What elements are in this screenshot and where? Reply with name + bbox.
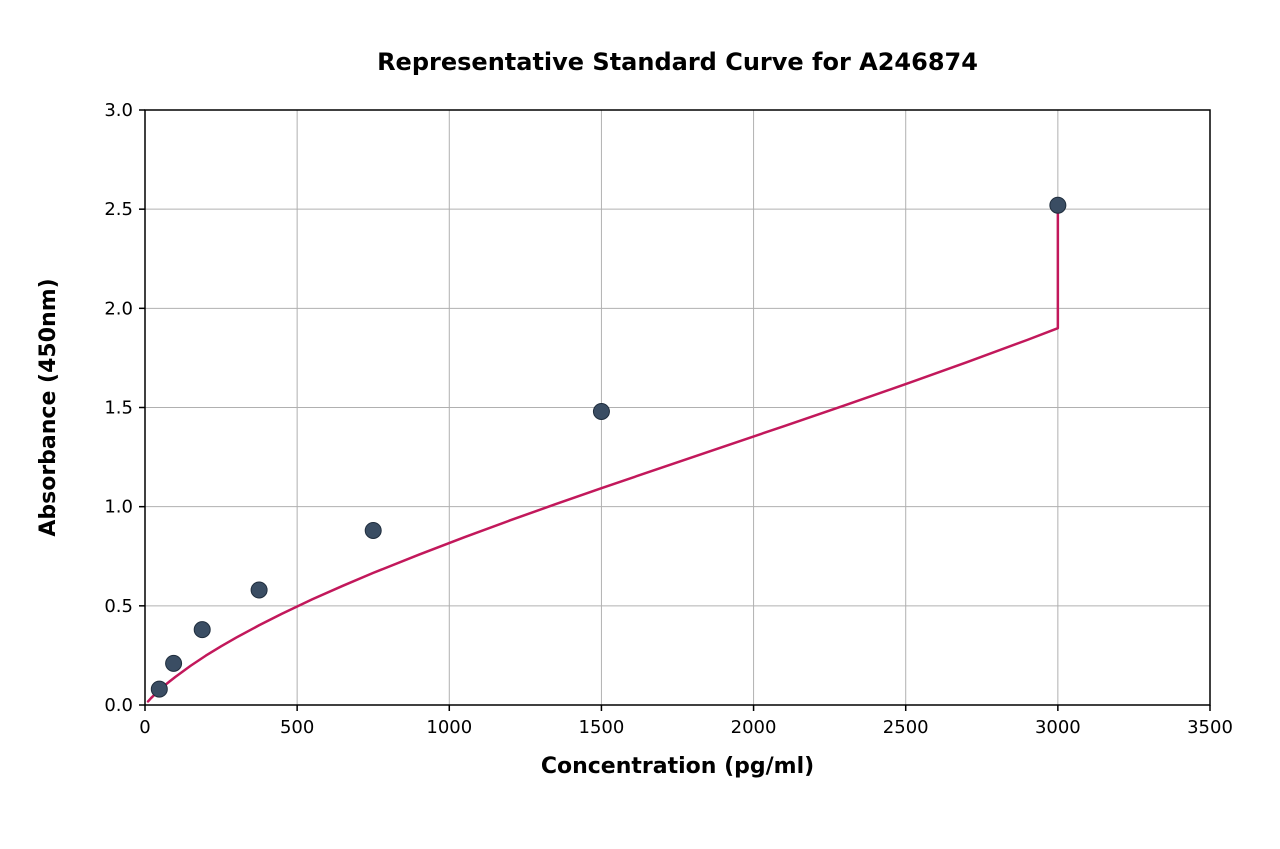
y-tick-label: 1.5 — [104, 398, 133, 419]
y-tick-label: 1.0 — [104, 497, 133, 518]
data-point — [166, 655, 182, 671]
x-tick-label: 2000 — [731, 717, 777, 738]
data-point — [1050, 197, 1066, 213]
x-tick-label: 3500 — [1187, 717, 1233, 738]
data-point — [194, 622, 210, 638]
x-tick-label: 0 — [139, 717, 150, 738]
data-point — [593, 403, 609, 419]
x-tick-label: 1000 — [426, 717, 472, 738]
x-axis-label: Concentration (pg/ml) — [541, 754, 814, 779]
y-tick-label: 0.5 — [104, 596, 133, 617]
data-point — [365, 522, 381, 538]
data-point — [151, 681, 167, 697]
y-tick-label: 3.0 — [104, 100, 133, 121]
chart-container: 0 500 1000 1500 2000 2500 3000 3500 0.0 0.5 1.0 1.5… — [0, 0, 1280, 845]
x-tick-label: 1500 — [579, 717, 625, 738]
y-axis-label: Absorbance (450nm) — [36, 278, 61, 536]
x-tick-label: 500 — [280, 717, 314, 738]
standard-curve-chart: 0 500 1000 1500 2000 2500 3000 3500 0.0 0.5 1.0 1.5… — [0, 0, 1280, 845]
x-tick-label: 2500 — [883, 717, 929, 738]
x-tick-label: 3000 — [1035, 717, 1081, 738]
y-tick-label: 0.0 — [104, 695, 133, 716]
data-point — [251, 582, 267, 598]
chart-title: Representative Standard Curve for A24687… — [377, 48, 978, 76]
y-tick-label: 2.5 — [104, 199, 133, 220]
y-tick-label: 2.0 — [104, 298, 133, 319]
